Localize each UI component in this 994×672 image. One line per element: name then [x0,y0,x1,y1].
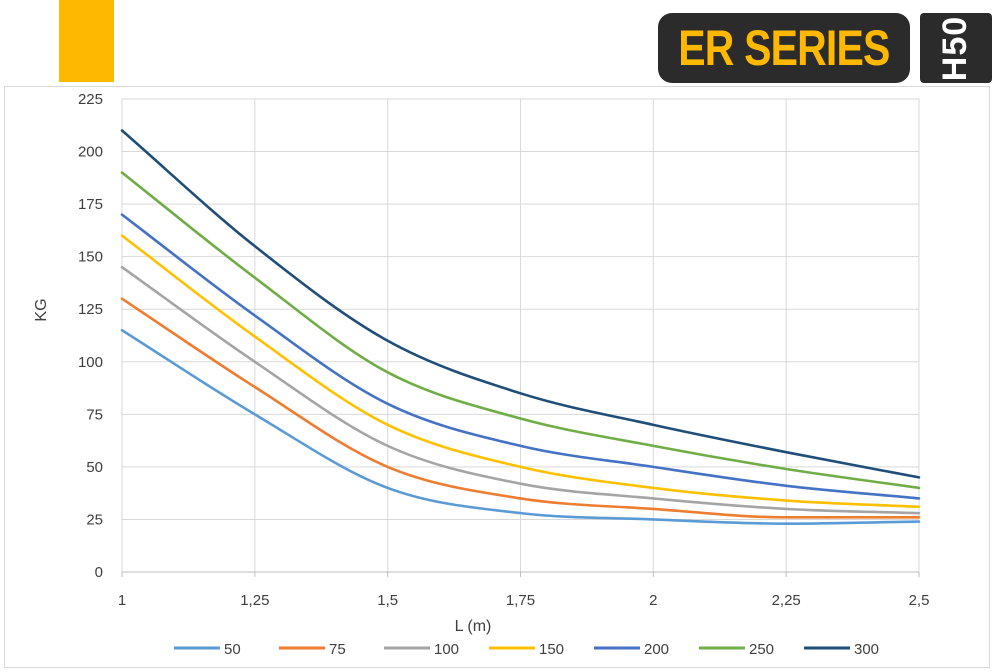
x-tick-label: 2 [649,592,657,609]
legend: 50 75 100 150 200 250 300 [174,641,879,658]
series-line-150 [120,234,921,509]
legend-label: 50 [224,641,241,658]
model-badge: H50 [920,13,992,83]
series-lines [120,129,921,525]
series-line-100 [120,265,921,515]
gridlines [121,98,920,577]
x-tick-label: 1,25 [240,592,269,609]
series-line-250 [120,171,921,490]
y-tick-label: 175 [78,196,103,213]
x-tick-label: 1,5 [377,592,398,609]
y-tick-label: 225 [78,91,103,108]
x-tick-label: 2,25 [772,592,801,609]
y-tick-label: 200 [78,144,103,161]
x-tick-label: 1 [118,592,126,609]
brand-title: ER SERIES [678,20,890,76]
x-axis-title: L (m) [455,618,492,635]
y-tick-label: 25 [86,511,103,528]
y-axis-title: KG [33,298,50,321]
y-tick-label: 0 [95,564,103,581]
legend-label: 100 [434,641,459,658]
legend-label: 200 [644,641,669,658]
x-tick-label: 1,75 [506,592,535,609]
legend-label: 75 [329,641,346,658]
series-line-50 [120,328,921,525]
chart-frame [4,86,990,668]
y-tick-label: 150 [78,249,103,266]
y-tick-label: 100 [78,354,103,371]
y-tick-labels: 0 25 50 75 100 125 150 175 200 225 [78,91,103,581]
y-tick-label: 50 [86,459,103,476]
accent-block [59,0,114,82]
x-tick-labels: 1 1,25 1,5 1,75 2 2,25 2,5 [118,592,930,609]
legend-label: 250 [749,641,774,658]
y-tick-label: 75 [86,406,103,423]
legend-label: 300 [854,641,879,658]
y-tick-label: 125 [78,301,103,318]
brand-badge: ER SERIES [658,13,910,83]
series-line-200 [120,213,921,500]
legend-label: 150 [539,641,564,658]
series-line-75 [120,297,921,519]
series-line-300 [120,129,921,479]
x-tick-label: 2,5 [909,592,930,609]
